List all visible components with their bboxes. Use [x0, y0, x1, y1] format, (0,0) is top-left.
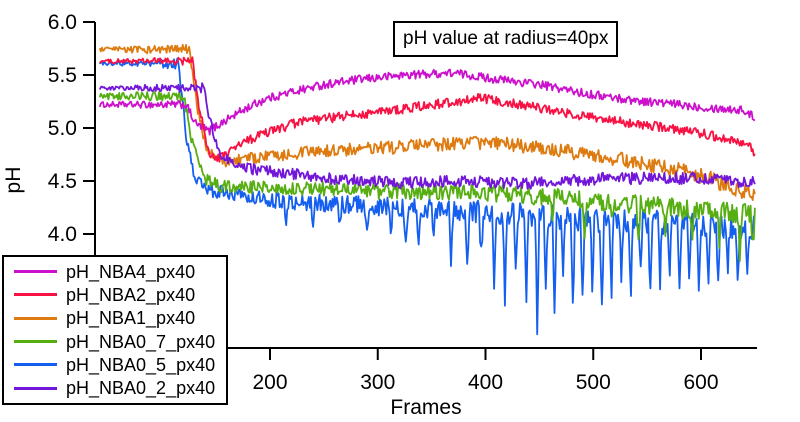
x-tick-label: 300 [360, 371, 395, 394]
legend-label: pH_NBA0_5_px40 [66, 354, 216, 375]
legend-label: pH_NBA1_px40 [66, 308, 196, 329]
y-tick-label: 5.5 [48, 64, 77, 87]
legend-item: pH_NBA0_5_px40 [4, 354, 226, 376]
legend-box: pH_NBA4_px40 pH_NBA2_px40 pH_NBA1_px40 pH_N… [2, 255, 228, 405]
y-axis-title: pH [2, 166, 25, 194]
y-tick-label: 4.5 [48, 170, 77, 193]
legend-line-swatch [14, 363, 57, 367]
legend-item: pH_NBA0_2_px40 [4, 377, 226, 399]
legend-item: pH_NBA0_7_px40 [4, 331, 226, 353]
chart-title: pH value at radius=40px [403, 28, 609, 49]
legend-label: pH_NBA0_7_px40 [66, 331, 216, 352]
legend-item: pH_NBA4_px40 [4, 261, 226, 283]
data-series-pH_NBA0_5_px40 [98, 57, 756, 336]
legend-line-swatch [14, 386, 57, 390]
x-tick-label: 500 [576, 371, 611, 394]
legend-label: pH_NBA2_px40 [66, 284, 196, 305]
legend-item: pH_NBA1_px40 [4, 307, 226, 329]
y-tick-label: 6.0 [48, 11, 77, 34]
data-series-pH_NBA4_px40 [98, 68, 756, 136]
legend-line-swatch [14, 340, 57, 344]
data-series-pH_NBA2_px40 [99, 56, 756, 163]
legend-line-swatch [14, 316, 57, 320]
legend-label: pH_NBA4_px40 [66, 261, 196, 282]
legend-item: pH_NBA2_px40 [4, 284, 226, 306]
legend-line-swatch [14, 270, 57, 274]
x-axis-title: Frames [390, 396, 462, 419]
y-tick-label: 5.0 [48, 117, 77, 140]
y-tick-label: 4.0 [48, 223, 77, 246]
chart-title-box: pH value at radius=40px [393, 21, 619, 57]
x-tick-label: 200 [252, 371, 287, 394]
legend-line-swatch [14, 293, 57, 297]
x-tick-label: 600 [683, 371, 718, 394]
data-series-pH_NBA0_7_px40 [98, 90, 756, 263]
data-series-pH_NBA0_2_px40 [98, 82, 756, 190]
x-tick-label: 400 [468, 371, 503, 394]
legend-label: pH_NBA0_2_px40 [66, 378, 216, 399]
